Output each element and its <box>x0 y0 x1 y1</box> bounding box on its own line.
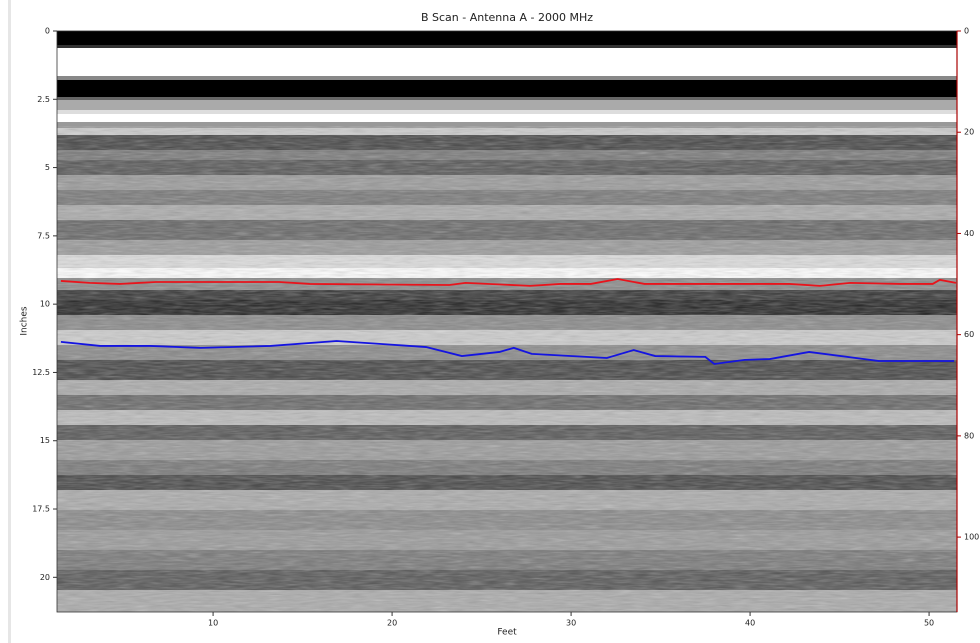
scan-band <box>57 80 957 97</box>
y-tick-label: 5 <box>45 163 50 172</box>
radargram <box>57 31 957 612</box>
x-tick-label: 20 <box>387 619 397 628</box>
y-tick-label: 20 <box>40 573 50 582</box>
scan-band <box>57 48 957 76</box>
series-line <box>60 340 955 365</box>
y2-tick-label: 0 <box>964 27 969 36</box>
chart-title: B Scan - Antenna A - 2000 MHz <box>421 11 593 24</box>
y2-tick-label: 80 <box>964 431 974 440</box>
x-axis-label: Feet <box>497 628 517 638</box>
scan-band <box>57 97 957 100</box>
scan-noise <box>57 126 957 612</box>
y2-tick-label: 40 <box>964 229 974 238</box>
y2-tick-label: 20 <box>964 128 974 137</box>
y-tick-label: 10 <box>40 300 50 309</box>
x-tick-label: 40 <box>745 619 755 628</box>
y-axis-label: Inches <box>20 306 30 336</box>
scan-band <box>57 31 957 45</box>
scan-band <box>57 45 957 48</box>
x-tick-label: 30 <box>566 619 576 628</box>
series-line <box>60 278 957 287</box>
y-tick-label: 0 <box>45 27 50 36</box>
side-strip <box>8 0 11 643</box>
y2-tick-label: 100 <box>964 533 979 542</box>
scan-band <box>57 110 957 114</box>
scan-band <box>57 100 957 110</box>
y2-tick-label: 60 <box>964 330 974 339</box>
y-tick-label: 2.5 <box>37 95 50 104</box>
scan-band <box>57 76 957 80</box>
scan-band <box>57 114 957 122</box>
x-tick-label: 50 <box>924 619 934 628</box>
y-tick-label: 7.5 <box>37 231 50 240</box>
y-tick-label: 17.5 <box>32 505 50 514</box>
y-tick-label: 12.5 <box>32 368 50 377</box>
x-tick-label: 10 <box>208 619 218 628</box>
y-tick-label: 15 <box>40 436 50 445</box>
scan-band <box>57 122 957 128</box>
